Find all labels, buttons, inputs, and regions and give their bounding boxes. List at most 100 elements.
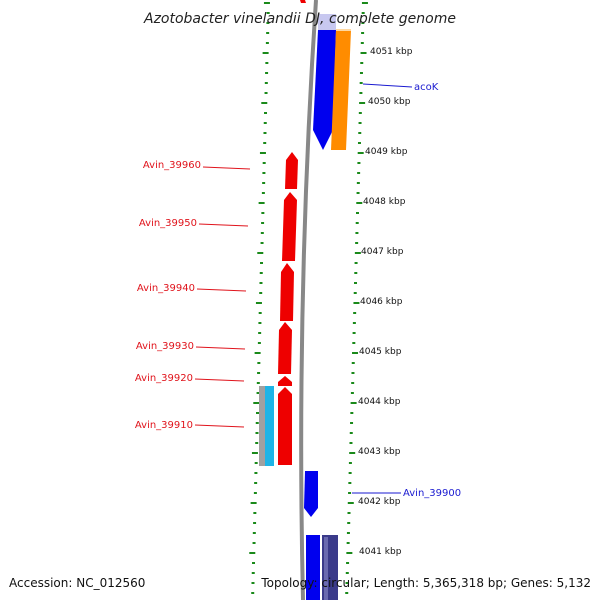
left-track-tick: [263, 122, 267, 124]
right-track-tick: [353, 312, 357, 314]
scale-label: 4047 kbp: [361, 247, 404, 257]
right-track-tick: [361, 22, 365, 24]
right-track-tick: [352, 352, 359, 354]
right-track-tick: [350, 412, 354, 414]
left-track-tick: [258, 332, 262, 334]
right-track-tick: [346, 562, 350, 564]
left-track-tick: [251, 592, 255, 594]
right-track-tick: [351, 382, 355, 384]
right-track-tick: [357, 142, 361, 144]
cyan-feature[interactable]: [265, 386, 274, 466]
left-track-tick: [258, 312, 262, 314]
right-track-tick: [357, 162, 361, 164]
left-track-tick: [254, 462, 258, 464]
gene-Avin_39920[interactable]: [278, 376, 292, 386]
right-track-tick: [361, 32, 365, 34]
right-track-tick: [352, 342, 356, 344]
right-track-tick: [345, 582, 349, 584]
gene-label-Avin_39910[interactable]: Avin_39910: [135, 420, 193, 431]
gene-label-Avin_39960[interactable]: Avin_39960: [143, 160, 201, 171]
right-track-tick: [355, 242, 359, 244]
gene-Avin_39940[interactable]: [280, 263, 294, 321]
right-track-tick: [350, 392, 354, 394]
left-track-tick: [256, 392, 260, 394]
left-track-tick: [253, 522, 257, 524]
left-track-tick: [263, 132, 267, 134]
right-track-tick: [354, 282, 358, 284]
right-track-tick: [358, 112, 362, 114]
gene-label-Avin_39950[interactable]: Avin_39950: [139, 218, 197, 229]
right-track-tick: [355, 232, 359, 234]
scale-label: 4049 kbp: [365, 147, 408, 157]
right-track-tick: [356, 202, 363, 204]
left-track-tick: [266, 22, 270, 24]
left-track-tick: [262, 182, 266, 184]
left-track-tick: [264, 112, 268, 114]
left-track-tick: [256, 382, 260, 384]
gene-Avin_39900-forward[interactable]: [304, 471, 318, 517]
gene-Avin_39910[interactable]: [278, 387, 292, 465]
right-track-tick: [359, 92, 363, 94]
gene-label-Avin_39900[interactable]: Avin_39900: [403, 488, 461, 499]
gene-Avin_39930[interactable]: [278, 322, 292, 374]
left-track-tick: [261, 222, 265, 224]
gene-label-acoK[interactable]: acoK: [414, 82, 439, 93]
right-track-tick: [360, 62, 364, 64]
left-track-tick: [254, 352, 261, 354]
left-track-tick: [252, 532, 256, 534]
accession-text: Accession: NC_012560: [9, 576, 145, 590]
left-track-tick: [257, 372, 261, 374]
dotted-tracks: [249, 2, 368, 594]
gene-Avin_39950[interactable]: [282, 192, 297, 261]
right-track-tick: [357, 172, 361, 174]
scale-label: 4042 kbp: [358, 497, 401, 507]
left-track-tick: [261, 102, 268, 104]
left-track-tick: [261, 192, 265, 194]
left-track-tick: [260, 262, 264, 264]
gray-feature[interactable]: [259, 386, 265, 466]
left-track-tick: [262, 162, 266, 164]
right-track-tick: [361, 2, 368, 4]
left-track-tick: [259, 292, 263, 294]
scale-label: 4045 kbp: [359, 347, 402, 357]
left-track-tick: [255, 432, 259, 434]
gene-acoK-forward[interactable]: [313, 30, 336, 150]
right-track-tick: [348, 462, 352, 464]
left-track-tick: [266, 12, 270, 14]
left-track-tick: [251, 572, 255, 574]
right-track-tick: [350, 402, 357, 404]
gene-bottom-forward[interactable]: [306, 535, 320, 600]
gene-label-Avin_39940[interactable]: Avin_39940: [137, 283, 195, 294]
gene-Avin_39960[interactable]: [285, 152, 298, 189]
right-track-tick: [346, 532, 350, 534]
left-track-tick: [260, 242, 264, 244]
left-track-tick: [257, 342, 261, 344]
left-track-tick: [257, 252, 264, 254]
label-connectors: [194, 83, 413, 494]
gene-label-Avin_39930[interactable]: Avin_39930: [136, 341, 194, 352]
right-track-tick: [356, 192, 360, 194]
left-track-tick: [253, 512, 257, 514]
left-track-tick: [266, 32, 270, 34]
purple-feature[interactable]: [322, 535, 338, 600]
right-track-tick: [358, 132, 362, 134]
scale-label: 4051 kbp: [370, 47, 413, 57]
right-track-tick: [356, 182, 360, 184]
right-track-tick: [360, 52, 367, 54]
right-track-tick: [354, 272, 358, 274]
backbone-top-red-segment: [300, 0, 306, 3]
left-track-tick: [259, 282, 263, 284]
right-track-tick: [347, 522, 351, 524]
scale-label: 4043 kbp: [358, 447, 401, 457]
left-track-tick: [265, 62, 269, 64]
right-track-tick: [359, 102, 366, 104]
orange-feature[interactable]: [331, 29, 351, 150]
topology-text: Topology: circular; Length: 5,365,318 bp…: [260, 576, 591, 590]
right-track-tick: [353, 292, 357, 294]
right-track-tick: [348, 482, 352, 484]
left-track-tick: [257, 362, 261, 364]
right-track-tick: [360, 42, 364, 44]
right-track-tick: [355, 222, 359, 224]
gene-label-Avin_39920[interactable]: Avin_39920: [135, 373, 193, 384]
scale-label: 4044 kbp: [358, 397, 401, 407]
